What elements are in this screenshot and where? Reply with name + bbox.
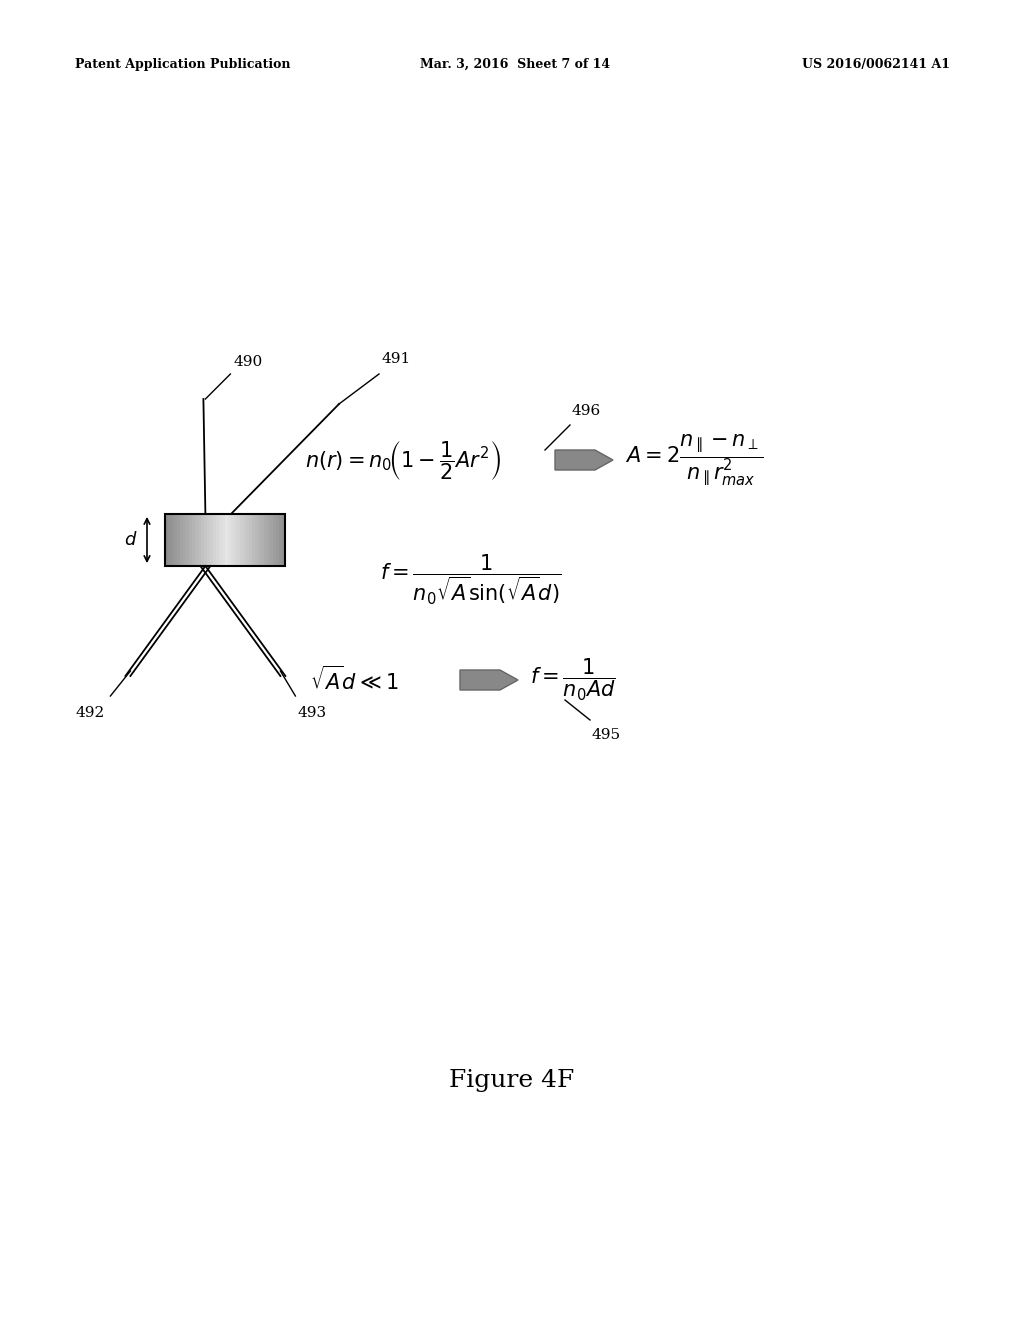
- Text: Mar. 3, 2016  Sheet 7 of 14: Mar. 3, 2016 Sheet 7 of 14: [420, 58, 610, 71]
- Bar: [198, 513, 201, 566]
- Bar: [249, 513, 252, 566]
- Bar: [207, 513, 210, 566]
- Bar: [252, 513, 255, 566]
- Bar: [234, 513, 237, 566]
- Bar: [258, 513, 261, 566]
- Bar: [195, 513, 198, 566]
- Bar: [183, 513, 186, 566]
- Bar: [267, 513, 270, 566]
- Text: 492: 492: [75, 706, 104, 719]
- Bar: [201, 513, 204, 566]
- FancyArrow shape: [460, 671, 518, 690]
- Bar: [165, 513, 168, 566]
- Text: Figure 4F: Figure 4F: [450, 1068, 574, 1092]
- Bar: [264, 513, 267, 566]
- Text: $d$: $d$: [124, 531, 138, 549]
- Bar: [228, 513, 231, 566]
- Bar: [186, 513, 189, 566]
- Bar: [213, 513, 216, 566]
- Bar: [171, 513, 174, 566]
- Bar: [174, 513, 177, 566]
- Text: Patent Application Publication: Patent Application Publication: [75, 58, 291, 71]
- Bar: [180, 513, 183, 566]
- Bar: [177, 513, 180, 566]
- Bar: [276, 513, 279, 566]
- Bar: [240, 513, 243, 566]
- Text: $A = 2\dfrac{n_{\parallel} - n_{\perp}}{n_{\parallel} r_{max}^{2}}$: $A = 2\dfrac{n_{\parallel} - n_{\perp}}{…: [625, 433, 764, 487]
- Text: $f = \dfrac{1}{n_0 Ad}$: $f = \dfrac{1}{n_0 Ad}$: [530, 657, 615, 704]
- Bar: [237, 513, 240, 566]
- Bar: [189, 513, 193, 566]
- Text: 493: 493: [297, 706, 327, 719]
- Text: 490: 490: [233, 355, 262, 370]
- Bar: [282, 513, 285, 566]
- FancyArrow shape: [555, 450, 613, 470]
- Text: 495: 495: [592, 729, 622, 742]
- Text: $f = \dfrac{1}{n_0\sqrt{A}\sin(\sqrt{A}d)}$: $f = \dfrac{1}{n_0\sqrt{A}\sin(\sqrt{A}d…: [380, 553, 561, 607]
- Bar: [165, 513, 285, 566]
- Text: 491: 491: [382, 352, 412, 366]
- Bar: [219, 513, 222, 566]
- Bar: [273, 513, 276, 566]
- Text: 496: 496: [572, 404, 601, 418]
- Bar: [261, 513, 264, 566]
- Bar: [168, 513, 171, 566]
- Bar: [246, 513, 249, 566]
- Text: $\sqrt{A}d \ll 1$: $\sqrt{A}d \ll 1$: [310, 665, 398, 694]
- Bar: [225, 513, 228, 566]
- Bar: [222, 513, 225, 566]
- Bar: [193, 513, 195, 566]
- Bar: [231, 513, 234, 566]
- Bar: [210, 513, 213, 566]
- Bar: [216, 513, 219, 566]
- Text: US 2016/0062141 A1: US 2016/0062141 A1: [802, 58, 950, 71]
- Bar: [279, 513, 282, 566]
- Bar: [243, 513, 246, 566]
- Text: $n(r) = n_0\!\left(1 - \dfrac{1}{2}Ar^2\right)$: $n(r) = n_0\!\left(1 - \dfrac{1}{2}Ar^2\…: [305, 438, 501, 482]
- Bar: [204, 513, 207, 566]
- Bar: [270, 513, 273, 566]
- Bar: [255, 513, 258, 566]
